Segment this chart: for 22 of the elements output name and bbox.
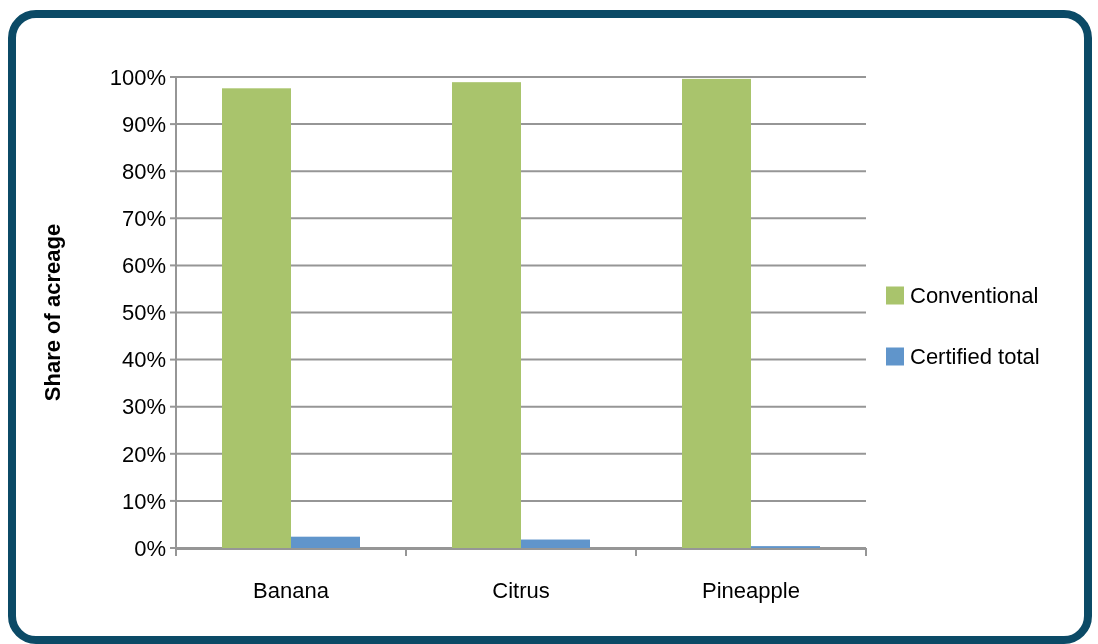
y-tick-label: 40%	[121, 347, 166, 373]
x-tick-label: Banana	[253, 578, 330, 603]
legend-label: Conventional	[910, 283, 1039, 309]
y-tick-label: 50%	[121, 300, 166, 326]
y-tick-label: 10%	[121, 488, 166, 514]
bar	[452, 82, 521, 548]
x-tick-label: Pineapple	[702, 578, 800, 603]
y-tick-label: 90%	[121, 111, 166, 137]
y-tick-label: 60%	[121, 253, 166, 279]
y-tick-label: 20%	[121, 441, 166, 467]
y-tick-label: 80%	[121, 158, 166, 184]
y-tick-label: 30%	[121, 394, 166, 420]
x-tick-label: Citrus	[492, 578, 550, 603]
y-tick-label: 70%	[121, 206, 166, 231]
bar	[291, 536, 360, 548]
y-tick-label: 0%	[134, 535, 166, 561]
bar	[521, 539, 590, 548]
y-tick-label: 100%	[109, 64, 166, 90]
y-axis-title: Share of acreage	[40, 223, 65, 402]
bar	[682, 78, 751, 548]
bar	[222, 88, 291, 548]
legend-label: Certified total	[910, 344, 1040, 370]
